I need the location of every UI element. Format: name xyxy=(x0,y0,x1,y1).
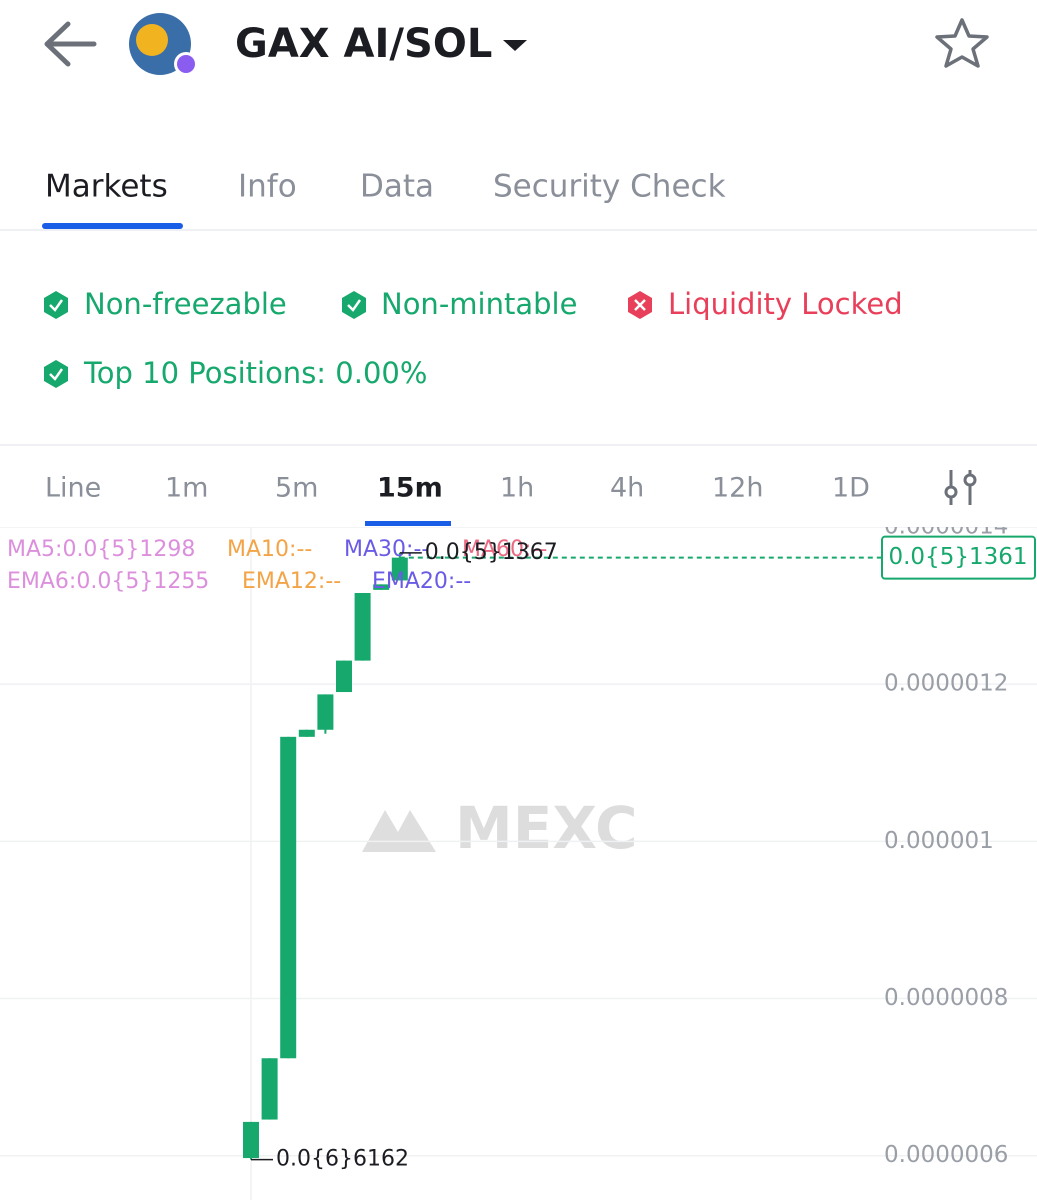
badge-label: Non-mintable xyxy=(381,287,577,321)
chart-plot: MEXC 0.0000006 0.0000008 0.000001 0.0000012… xyxy=(0,514,1037,1200)
interval[interactable]: 1m xyxy=(165,473,208,504)
ema-legend: EMA6:0.0{5}1255 xyxy=(7,569,209,594)
back-button[interactable] xyxy=(44,21,97,67)
interval-indicator xyxy=(365,521,451,526)
candle-body xyxy=(243,1121,259,1159)
candle-body xyxy=(373,584,390,590)
tab[interactable]: Data xyxy=(360,169,434,205)
ma-legend: MA5:0.0{5}1298 xyxy=(7,537,195,562)
candle-body xyxy=(336,660,352,693)
tab[interactable]: Markets xyxy=(45,169,168,205)
ema-legend: EMA20:-- xyxy=(372,569,471,594)
interval[interactable]: 4h xyxy=(610,473,644,504)
interval[interactable]: Line xyxy=(45,473,101,504)
badge-icon xyxy=(44,291,652,388)
y-tick-label: 0.000001 xyxy=(884,828,994,854)
badge-label: Liquidity Locked xyxy=(668,287,903,321)
badge-label: Top 10 Positions: 0.00% xyxy=(83,356,427,390)
last-price-box xyxy=(881,535,1036,580)
high-label: 0.0{5}1367 xyxy=(425,540,558,565)
interval[interactable]: 15m xyxy=(377,473,443,504)
interval[interactable]: 12h xyxy=(712,473,763,504)
favorite-star[interactable] xyxy=(935,18,989,68)
watermark xyxy=(362,810,436,852)
low-label: 0.0{6}6162 xyxy=(276,1147,409,1172)
candle-body xyxy=(261,1058,278,1120)
token-avatar xyxy=(129,13,198,76)
badge-label: Non-freezable xyxy=(84,287,287,321)
candle-body xyxy=(298,729,315,737)
tab[interactable]: Info xyxy=(238,169,297,205)
ma-legend: MA30:-- xyxy=(344,537,429,562)
last-price-label: 0.0{5}1361 xyxy=(888,544,1027,570)
pair-title[interactable]: GAX AI/SOL xyxy=(235,21,492,67)
interval[interactable]: 5m xyxy=(275,473,318,504)
ema-legend: EMA12:-- xyxy=(242,569,341,594)
y-tick-label: 0.0000008 xyxy=(884,985,1008,1011)
ma-legend: MA10:-- xyxy=(227,537,312,562)
tab[interactable]: Security Check xyxy=(493,169,726,205)
candle-body xyxy=(354,593,371,661)
candle-body xyxy=(391,557,408,581)
y-tick-label: 0.0000006 xyxy=(884,1142,1008,1168)
y-tick-label: 0.0000014 xyxy=(884,514,1008,540)
pair-dropdown[interactable] xyxy=(503,40,527,51)
candle-body xyxy=(280,736,297,1059)
interval[interactable]: 1D xyxy=(832,473,870,504)
y-tick-label: 0.0000012 xyxy=(884,671,1008,697)
candle-body xyxy=(317,694,334,730)
tab-indicator xyxy=(42,223,183,229)
chart-settings[interactable] xyxy=(944,470,977,505)
interval[interactable]: 1h xyxy=(500,473,534,504)
watermark-text: MEXC xyxy=(455,794,638,862)
